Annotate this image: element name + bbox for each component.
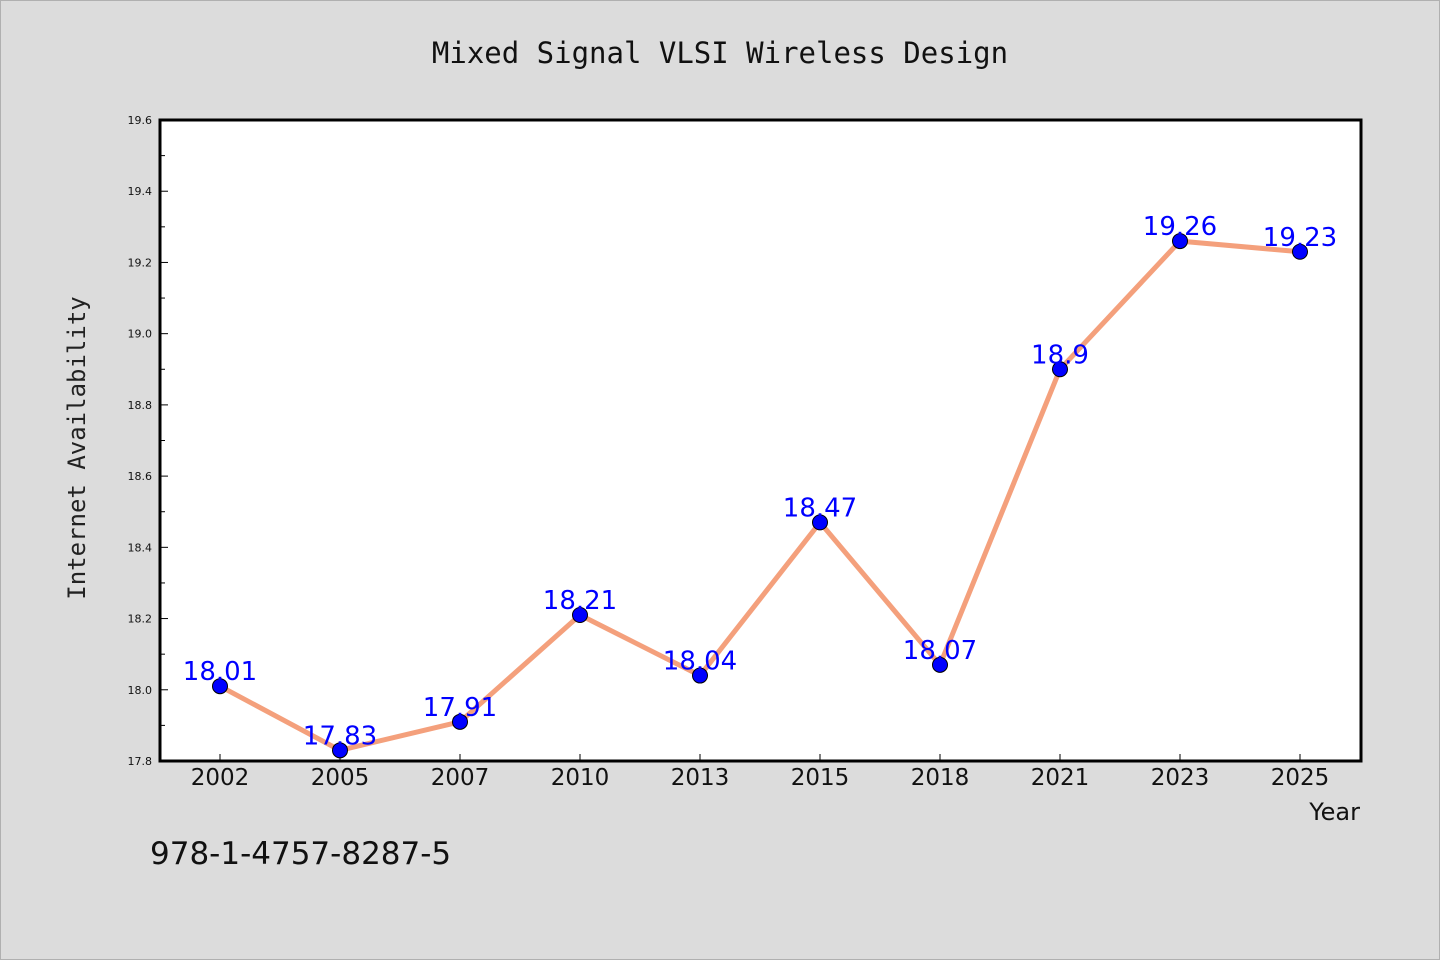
- y-tick-label: 19.0: [128, 328, 153, 341]
- y-tick-label: 18.2: [128, 613, 153, 626]
- x-axis: 2002 2005 2007 2010 2013 2015 2018 2021 2023 2025: [191, 754, 1330, 791]
- y-tick-label: 19.6: [128, 114, 153, 127]
- data-point: [1172, 233, 1188, 250]
- data-point: [332, 742, 348, 759]
- data-label: 18.01: [183, 657, 257, 687]
- isbn-annotation: 978-1-4757-8287-5: [150, 836, 451, 872]
- y-axis-label: Internet Availability: [63, 296, 91, 599]
- data-point: [452, 713, 468, 730]
- y-tick-label: 19.4: [128, 185, 153, 198]
- data-label: 18.9: [1031, 340, 1089, 370]
- data-point: [932, 656, 948, 673]
- y-tick-label: 18.8: [128, 399, 153, 412]
- data-point: [212, 678, 228, 695]
- y-tick-label: 18.4: [128, 541, 153, 554]
- x-tick-label: 2023: [1151, 765, 1210, 791]
- data-point: [1292, 243, 1308, 260]
- series-group: 18.01 17.83 17.91 18.21 18.04 18.47 18.07 18.9 1…: [183, 212, 1337, 759]
- y-tick-label: 18.0: [128, 684, 153, 697]
- data-point: [692, 667, 708, 684]
- x-tick-label: 2013: [671, 765, 730, 791]
- x-tick-label: 2005: [311, 765, 370, 791]
- data-label: 18.47: [783, 493, 857, 523]
- x-tick-label: 2025: [1271, 765, 1330, 791]
- x-tick-label: 2021: [1031, 765, 1090, 791]
- y-tick-label: 19.2: [128, 256, 153, 269]
- x-axis-label: Year: [1308, 798, 1360, 826]
- y-axis: 17.8 18.0 18.2 18.4 18.6 18.8 19.0 19.2 19.4 19.6: [128, 114, 168, 768]
- chart-title: Mixed Signal VLSI Wireless Design: [432, 36, 1008, 70]
- data-point: [812, 514, 828, 531]
- data-point: [1052, 361, 1068, 378]
- data-label: 19.26: [1143, 212, 1217, 242]
- x-tick-label: 2007: [431, 765, 490, 791]
- series-line: [218, 238, 1301, 753]
- data-label: 19.23: [1263, 223, 1337, 253]
- x-tick-label: 2018: [911, 765, 970, 791]
- y-tick-label: 17.8: [128, 755, 153, 768]
- data-label: 18.21: [543, 586, 617, 616]
- data-label: 17.83: [303, 721, 377, 751]
- plot-area: [158, 118, 1363, 763]
- x-tick-label: 2002: [191, 765, 250, 791]
- x-tick-label: 2015: [791, 765, 850, 791]
- data-point: [572, 606, 588, 623]
- data-label: 18.04: [663, 647, 737, 677]
- x-tick-label: 2010: [551, 765, 610, 791]
- y-tick-label: 18.6: [128, 470, 153, 483]
- data-label: 17.91: [423, 693, 497, 723]
- data-label: 18.07: [903, 636, 977, 666]
